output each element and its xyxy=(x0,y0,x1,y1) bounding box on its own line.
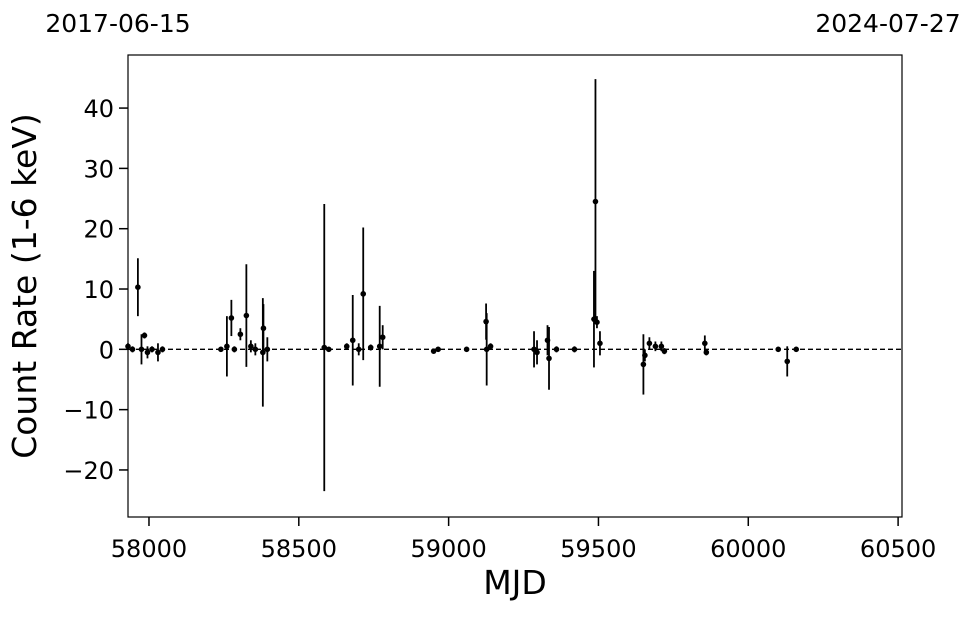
data-point xyxy=(571,346,578,353)
data-point xyxy=(260,325,267,332)
data-point xyxy=(784,358,791,365)
data-point xyxy=(155,349,161,356)
data-point xyxy=(597,340,603,347)
y-axis-label: Count Rate (1-6 keV) xyxy=(5,113,44,459)
data-point xyxy=(463,346,470,353)
x-tick-label: 58000 xyxy=(111,535,187,563)
data-point xyxy=(349,337,356,344)
data-point xyxy=(793,346,800,353)
data-point xyxy=(435,346,441,353)
data-point xyxy=(553,346,560,353)
data-point xyxy=(138,346,145,353)
data-point xyxy=(248,343,254,350)
x-tick-label: 60500 xyxy=(860,535,936,563)
x-tick-label: 59000 xyxy=(410,535,486,563)
y-tick-label: 10 xyxy=(83,276,114,304)
date-annotation: 2024-07-27 xyxy=(815,9,960,38)
data-point xyxy=(534,349,540,356)
data-point xyxy=(159,346,166,353)
data-point xyxy=(646,340,653,347)
data-point xyxy=(430,348,437,354)
data-point xyxy=(376,343,383,350)
data-point xyxy=(264,346,271,353)
data-point xyxy=(218,346,224,353)
data-point xyxy=(594,319,600,325)
data-point xyxy=(592,198,599,205)
y-tick-label: −20 xyxy=(63,457,114,485)
data-point xyxy=(149,346,155,353)
y-tick-label: 20 xyxy=(83,216,114,244)
data-point xyxy=(658,343,665,350)
y-tick-label: 0 xyxy=(99,336,114,364)
data-point xyxy=(231,346,238,353)
data-point xyxy=(343,343,350,350)
data-point xyxy=(144,349,151,356)
data-point xyxy=(129,346,136,353)
x-tick-label: 59500 xyxy=(560,535,636,563)
data-point xyxy=(243,312,250,319)
data-point xyxy=(228,315,235,321)
data-point xyxy=(546,355,552,362)
plot-frame xyxy=(127,54,903,518)
x-axis-label: MJD xyxy=(483,563,547,602)
data-point xyxy=(325,346,332,353)
y-tick-label: −10 xyxy=(63,397,114,425)
y-tick-label: 30 xyxy=(83,155,114,183)
y-tick-label: 40 xyxy=(83,95,114,123)
data-point xyxy=(703,349,710,356)
data-point xyxy=(640,361,647,368)
data-point xyxy=(652,343,659,350)
x-tick-label: 60000 xyxy=(710,535,786,563)
data-point xyxy=(355,346,362,353)
data-point xyxy=(252,346,259,353)
data-point xyxy=(367,344,374,351)
x-tick-label: 58500 xyxy=(261,535,337,563)
data-point xyxy=(661,348,668,354)
data-point xyxy=(135,284,141,291)
data-point xyxy=(237,331,244,338)
data-point xyxy=(321,344,328,351)
data-point xyxy=(702,340,708,347)
data-point xyxy=(141,332,148,339)
date-annotation: 2017-06-15 xyxy=(45,9,190,38)
data-point xyxy=(775,346,782,353)
data-point xyxy=(360,291,367,297)
data-point xyxy=(487,343,494,350)
data-point xyxy=(483,346,490,353)
data-point xyxy=(642,352,648,359)
data-point xyxy=(379,334,386,341)
data-point xyxy=(224,343,230,350)
